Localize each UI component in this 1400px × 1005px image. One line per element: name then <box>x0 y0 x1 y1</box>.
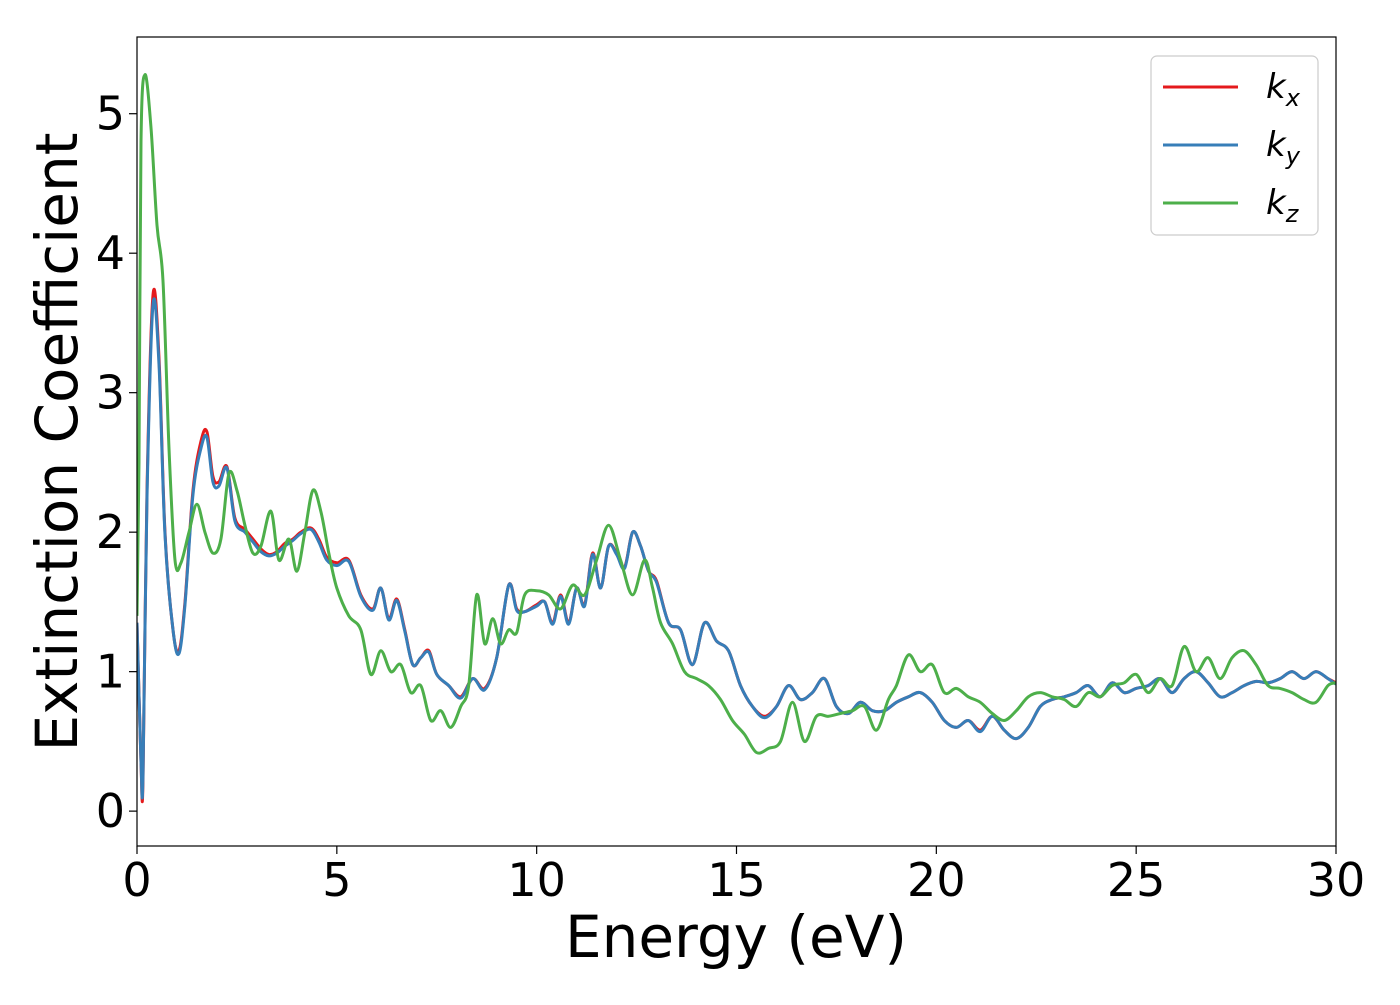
y-axis: 0 1 2 3 4 5 <box>96 87 137 838</box>
series-layer <box>137 73 1336 804</box>
y-axis-title: Extinction Coefficient <box>23 133 91 752</box>
y-tick-label: 0 <box>96 784 125 838</box>
series-line-ky <box>137 297 1336 800</box>
y-tick-label: 5 <box>96 87 125 141</box>
x-axis: 0 5 10 15 20 25 30 <box>122 846 1365 907</box>
legend-label-kz: kz <box>1266 183 1300 228</box>
y-tick-label: 2 <box>96 505 125 559</box>
x-tick-label: 10 <box>507 853 566 907</box>
x-tick-label: 5 <box>322 853 351 907</box>
x-tick-label: 15 <box>707 853 766 907</box>
series-line-kz <box>137 73 1336 755</box>
y-tick-label: 1 <box>96 645 125 699</box>
x-tick-label: 25 <box>1107 853 1166 907</box>
x-axis-title: Energy (eV) <box>565 903 907 971</box>
legend-label-ky: ky <box>1266 125 1301 170</box>
x-tick-label: 20 <box>907 853 966 907</box>
x-tick-label: 30 <box>1307 853 1366 907</box>
x-tick-label: 0 <box>122 853 151 907</box>
y-tick-label: 4 <box>96 226 125 280</box>
y-tick-label: 3 <box>96 366 125 420</box>
legend: kx ky kz <box>1150 55 1319 236</box>
legend-label-kx: kx <box>1266 67 1301 112</box>
